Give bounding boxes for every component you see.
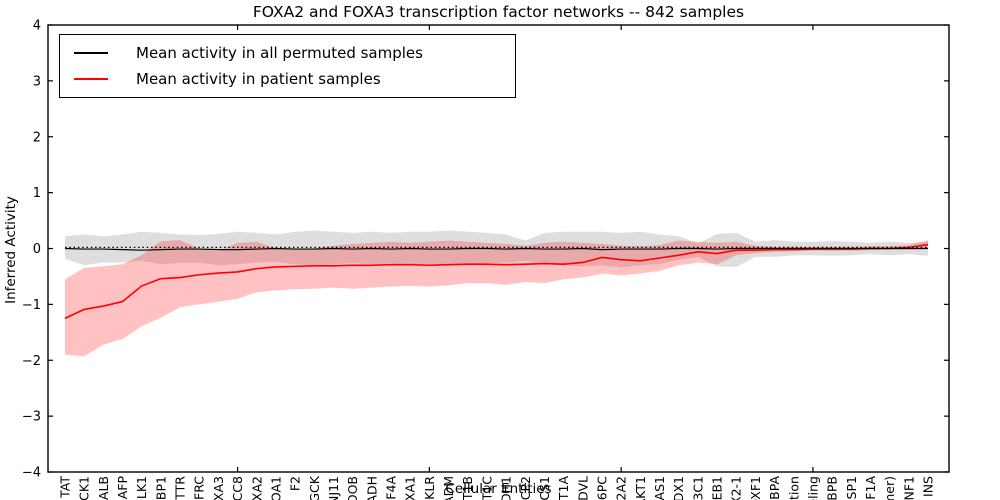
y-tick-label: 0 — [33, 242, 41, 257]
x-category-label: APOA1 — [268, 476, 283, 500]
x-category-label: HNF1A — [863, 476, 878, 500]
legend-row-permuted: Mean activity in all permuted samples — [74, 44, 515, 62]
y-tick-label: 2 — [33, 130, 41, 145]
x-category-label: FOXF1 — [748, 476, 763, 500]
x-category-label: HMGCS1 — [537, 476, 552, 500]
legend-label-permuted: Mean activity in all permuted samples — [136, 43, 423, 62]
x-category-label: ALB — [96, 476, 111, 500]
x-category-label: NR3C1 — [690, 476, 705, 500]
y-tick-label: −1 — [22, 298, 41, 313]
x-category-label: HADH — [364, 476, 379, 500]
x-category-label: CEBPB — [825, 476, 840, 500]
x-category-label: PDX1 — [671, 476, 686, 500]
legend-label-patient: Mean activity in patient samples — [136, 70, 381, 89]
x-category-label: SLC2A2 — [614, 476, 629, 500]
x-category-label: CPT1C — [479, 476, 494, 500]
x-category-label: FOXA3 — [211, 476, 226, 500]
x-category-label: CPT1A — [556, 476, 571, 500]
x-category-label: ALAS1 — [652, 476, 667, 500]
patient-line-sample-icon — [74, 78, 108, 81]
x-category-label: GCK — [307, 475, 322, 500]
x-axis-label: Cellular Entities — [445, 481, 552, 497]
x-category-label: DLK1 — [134, 476, 149, 500]
x-category-label: ALDOB — [345, 476, 360, 500]
y-tick-label: 1 — [33, 186, 41, 201]
x-category-label: SP1 — [844, 476, 859, 499]
x-category-label: INS — [921, 476, 936, 497]
x-category-label: AKT1 — [633, 476, 648, 500]
x-category-label: response to starvation — [786, 476, 801, 500]
x-category-label: CEBPA — [767, 476, 782, 500]
x-category-label: chromatin remodeling — [805, 476, 820, 500]
x-category-label: F2 — [288, 476, 303, 491]
x-category-label: G6PC — [594, 476, 609, 500]
permuted-line-sample-icon — [74, 51, 108, 54]
x-category-label: BDH1 — [499, 476, 514, 500]
y-axis-label: Inferred Activity — [3, 196, 19, 304]
y-tick-label: −3 — [22, 410, 41, 425]
x-category-label: FOXA1 — [403, 476, 418, 500]
x-category-label: NKX2-1 — [729, 476, 744, 500]
y-tick-label: 4 — [33, 19, 41, 34]
permuted-line — [64, 247, 928, 251]
x-category-label: PKLR — [422, 476, 437, 500]
x-category-label: CREB1 — [710, 476, 725, 500]
x-category-label: AFP — [115, 476, 130, 500]
x-category-label: ACADVL — [575, 476, 590, 500]
patient-band — [65, 240, 928, 357]
x-category-label: IGFBP1 — [153, 476, 168, 500]
x-category-label: NF1 — [901, 476, 916, 500]
x-category-label: PCK1 — [77, 476, 92, 500]
x-category-label: FOXA2 — [249, 476, 264, 500]
x-category-label: CPT1B — [460, 476, 475, 500]
x-category-label: TFRC — [192, 476, 207, 500]
y-tick-label: −4 — [22, 466, 41, 481]
x-category-label: UCP2 — [518, 476, 533, 500]
x-category-label: KCNJ11 — [326, 476, 341, 500]
patient-line — [64, 243, 929, 320]
x-category-label: ABCC8 — [230, 476, 245, 500]
x-category-label: TAT — [58, 476, 73, 499]
x-category-label: HNF1A (dimer) — [882, 476, 897, 500]
y-tick-label: −2 — [22, 354, 41, 369]
legend: Mean activity in all permuted samples Me… — [59, 34, 516, 98]
x-category-label: HNF4A — [384, 476, 399, 500]
x-category-label: ACADM — [441, 476, 456, 500]
x-category-label: TTR — [173, 476, 188, 500]
y-tick-label: 3 — [33, 74, 41, 89]
legend-row-patient: Mean activity in patient samples — [74, 70, 515, 88]
chart-title: FOXA2 and FOXA3 transcription factor net… — [252, 3, 745, 21]
